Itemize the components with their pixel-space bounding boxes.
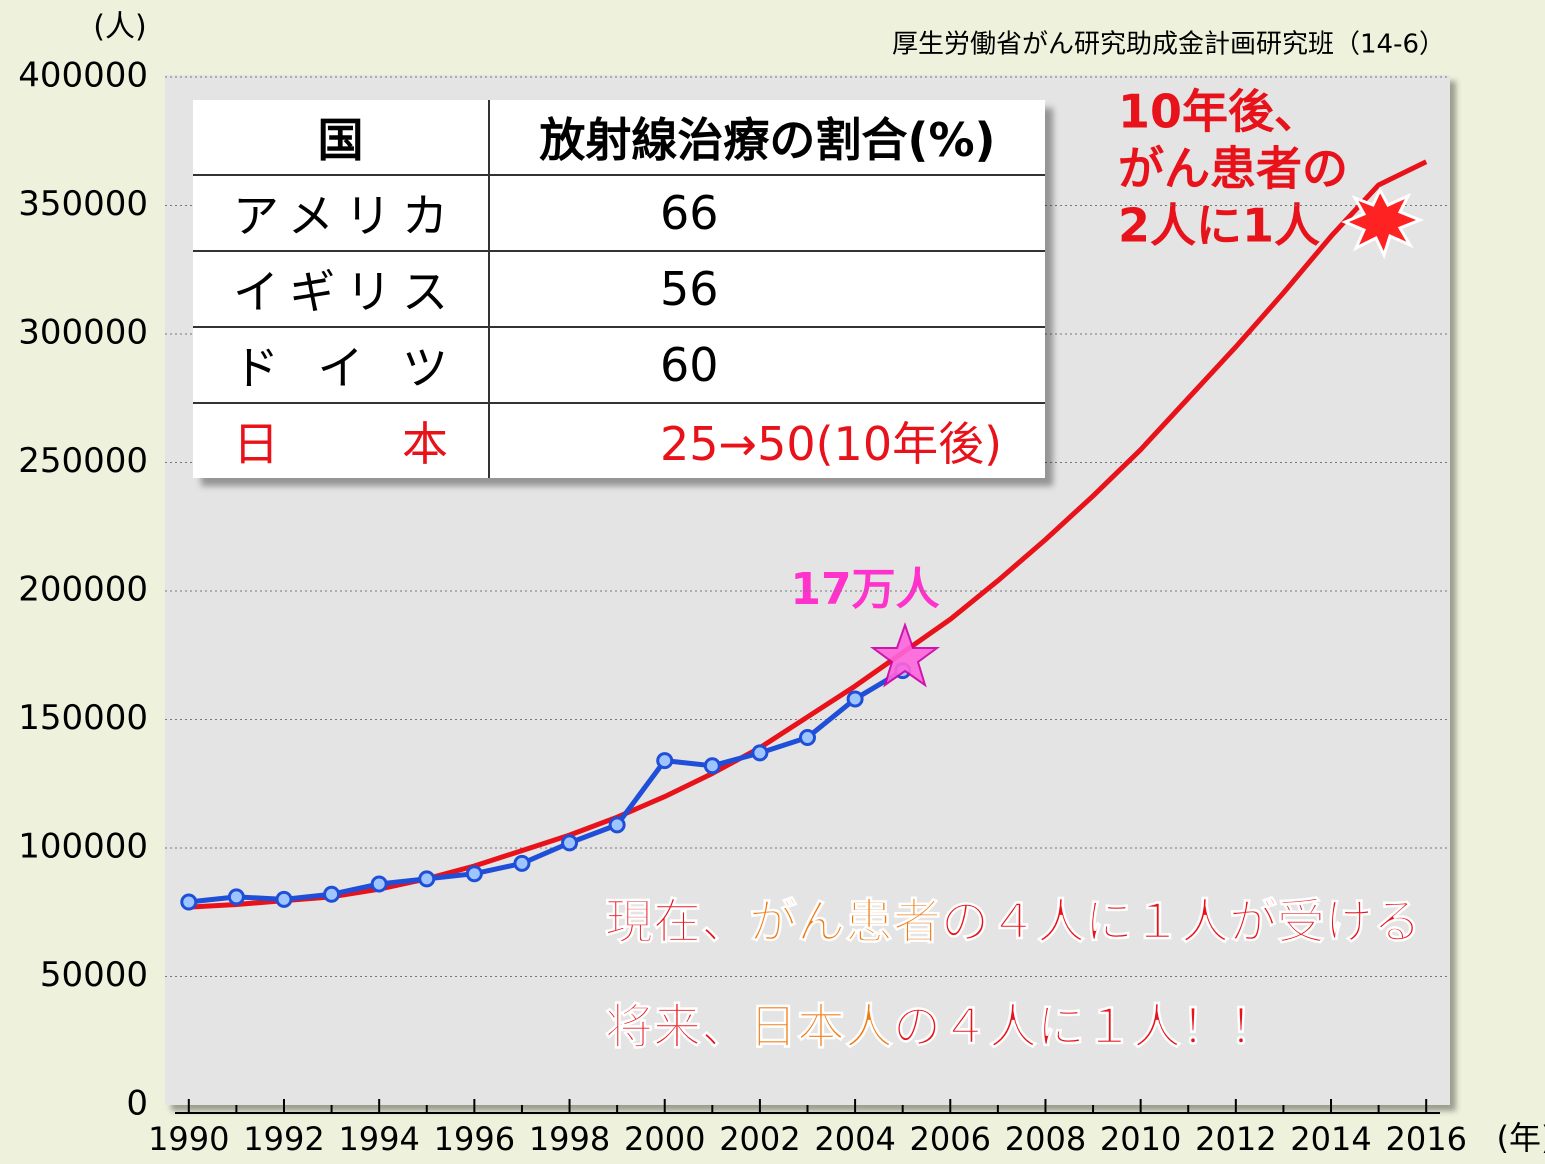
cell: アメリカ xyxy=(193,175,490,252)
msg: 現在、 xyxy=(605,894,749,950)
x-tick-label: 2004 xyxy=(814,1120,895,1158)
point xyxy=(561,834,579,852)
point xyxy=(703,757,721,775)
y-tick-label: 300000 xyxy=(18,313,148,353)
msg: の４人に１人！！ xyxy=(893,999,1277,1055)
y-tick-label: 200000 xyxy=(18,570,148,610)
point xyxy=(418,870,436,888)
series-line xyxy=(188,159,1428,910)
burst-icon xyxy=(1341,186,1425,260)
point xyxy=(799,728,816,746)
table-row: ドイツ 60 xyxy=(193,327,1045,404)
point xyxy=(465,865,483,883)
cell: 66 xyxy=(489,175,1045,252)
msg: 将来、 xyxy=(605,999,749,1055)
cell: 56 xyxy=(489,251,1045,328)
y-tick-label: 150000 xyxy=(18,698,148,738)
x-tick-label: 2014 xyxy=(1290,1120,1371,1158)
current-note: 17万人 xyxy=(790,564,939,615)
x-tick-label: 2012 xyxy=(1195,1120,1276,1158)
msg-highlight: 日本人 xyxy=(749,999,893,1055)
ratio-table: 国放射線治療の割合(%) アメリカ 66 イギリス 56 ドイツ 60 日本 25→50… xyxy=(193,100,1045,478)
note-line: 2人に1人 xyxy=(1118,199,1320,253)
source: 厚生労働省がん研究助成金計画研究班（14-6） xyxy=(892,30,1445,60)
cell: 25→50(10年後) xyxy=(660,417,1003,471)
data-layer: 0 50000 100000 150000 200000 250000 300000 3500… xyxy=(18,56,1467,1159)
x-unit: (年) xyxy=(1497,1119,1545,1157)
series-line xyxy=(188,668,904,905)
x-tick-label: 2002 xyxy=(719,1120,800,1158)
x-tick-label: 2008 xyxy=(1005,1120,1086,1158)
table-row: アメリカ 66 xyxy=(193,175,1045,252)
point xyxy=(227,888,245,906)
x-tick-label: 1998 xyxy=(529,1120,610,1158)
message-1: 現在、がん患者の４人に１人が受ける xyxy=(605,894,1421,950)
message-2: 将来、日本人の４人に１人！！ xyxy=(605,999,1277,1055)
y-tick-label: 100000 xyxy=(18,827,148,867)
point xyxy=(180,893,198,911)
y-tick-label: 350000 xyxy=(18,184,148,224)
point xyxy=(656,752,674,770)
cell: ドイツ xyxy=(193,327,490,404)
cell: イギリス xyxy=(193,251,490,328)
point xyxy=(275,890,293,908)
table-row: 日本 25→50(10年後) xyxy=(193,403,1045,478)
x-tick-label: 2010 xyxy=(1100,1120,1181,1158)
point xyxy=(608,816,626,834)
x-tick-label: 2006 xyxy=(910,1120,991,1158)
y-unit: (人) xyxy=(93,10,146,45)
note-line: がん患者の xyxy=(1118,142,1348,196)
x-tick-label: 1994 xyxy=(338,1120,419,1158)
msg-highlight: がん患者 xyxy=(749,894,941,950)
y-tick-label: 400000 xyxy=(18,56,148,96)
x-tick-label: 2000 xyxy=(624,1120,705,1158)
point xyxy=(846,690,864,708)
point xyxy=(323,885,341,903)
star-icon xyxy=(869,621,941,688)
header-cell: 国 xyxy=(193,100,490,176)
header-cell: 放射線治療の割合(%) xyxy=(489,100,1045,176)
y-tick-label: 250000 xyxy=(18,441,148,481)
x-tick-label: 1990 xyxy=(148,1120,229,1158)
x-tick-label: 2016 xyxy=(1385,1120,1466,1158)
table-row: イギリス 56 xyxy=(193,251,1045,328)
point xyxy=(751,744,769,762)
point xyxy=(513,854,531,872)
cell: 日本 xyxy=(193,403,490,478)
cell: 60 xyxy=(489,327,1045,404)
y-tick-label: 0 xyxy=(126,1084,148,1124)
y-tick-label: 50000 xyxy=(40,955,148,995)
x-tick-label: 1992 xyxy=(243,1120,324,1158)
x-tick-label: 1996 xyxy=(434,1120,515,1158)
table-header: 国放射線治療の割合(%) xyxy=(193,100,1045,176)
point xyxy=(370,875,388,893)
msg: の４人に１人が受ける xyxy=(941,894,1421,950)
future-note: 10年後、 がん患者の 2人に1人 xyxy=(1118,85,1348,253)
note-line: 10年後、 xyxy=(1118,85,1320,139)
